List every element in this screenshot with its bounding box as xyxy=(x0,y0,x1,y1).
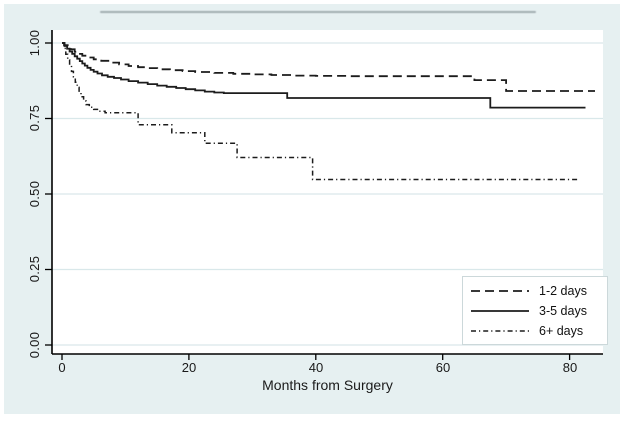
legend-item-label: 6+ days xyxy=(539,323,584,338)
y-tick-label: 0.75 xyxy=(27,104,42,132)
legend-key-line xyxy=(471,329,529,332)
scan-artifact-line xyxy=(100,11,536,13)
x-axis-title: Months from Surgery xyxy=(262,377,393,393)
legend: 1-2 days 3-5 days 6+ days xyxy=(462,276,608,345)
legend-key-line xyxy=(471,289,529,292)
x-tick-label: 80 xyxy=(562,360,578,375)
y-tick-label: 0.00 xyxy=(27,331,42,359)
legend-key-line xyxy=(471,309,529,312)
legend-item-label: 1-2 days xyxy=(539,283,587,298)
x-tick-label: 40 xyxy=(308,360,324,375)
legend-item: 3-5 days xyxy=(469,303,601,319)
x-tick-label: 60 xyxy=(435,360,451,375)
y-tick-label: 0.50 xyxy=(27,180,42,208)
y-tick-label: 0.25 xyxy=(27,255,42,283)
legend-item-label: 3-5 days xyxy=(539,303,587,318)
legend-item: 6+ days xyxy=(469,323,601,339)
x-tick-label: 20 xyxy=(181,360,197,375)
x-tick-label: 0 xyxy=(58,360,66,375)
legend-item: 1-2 days xyxy=(469,283,601,299)
y-tick-label: 1.00 xyxy=(27,29,42,57)
